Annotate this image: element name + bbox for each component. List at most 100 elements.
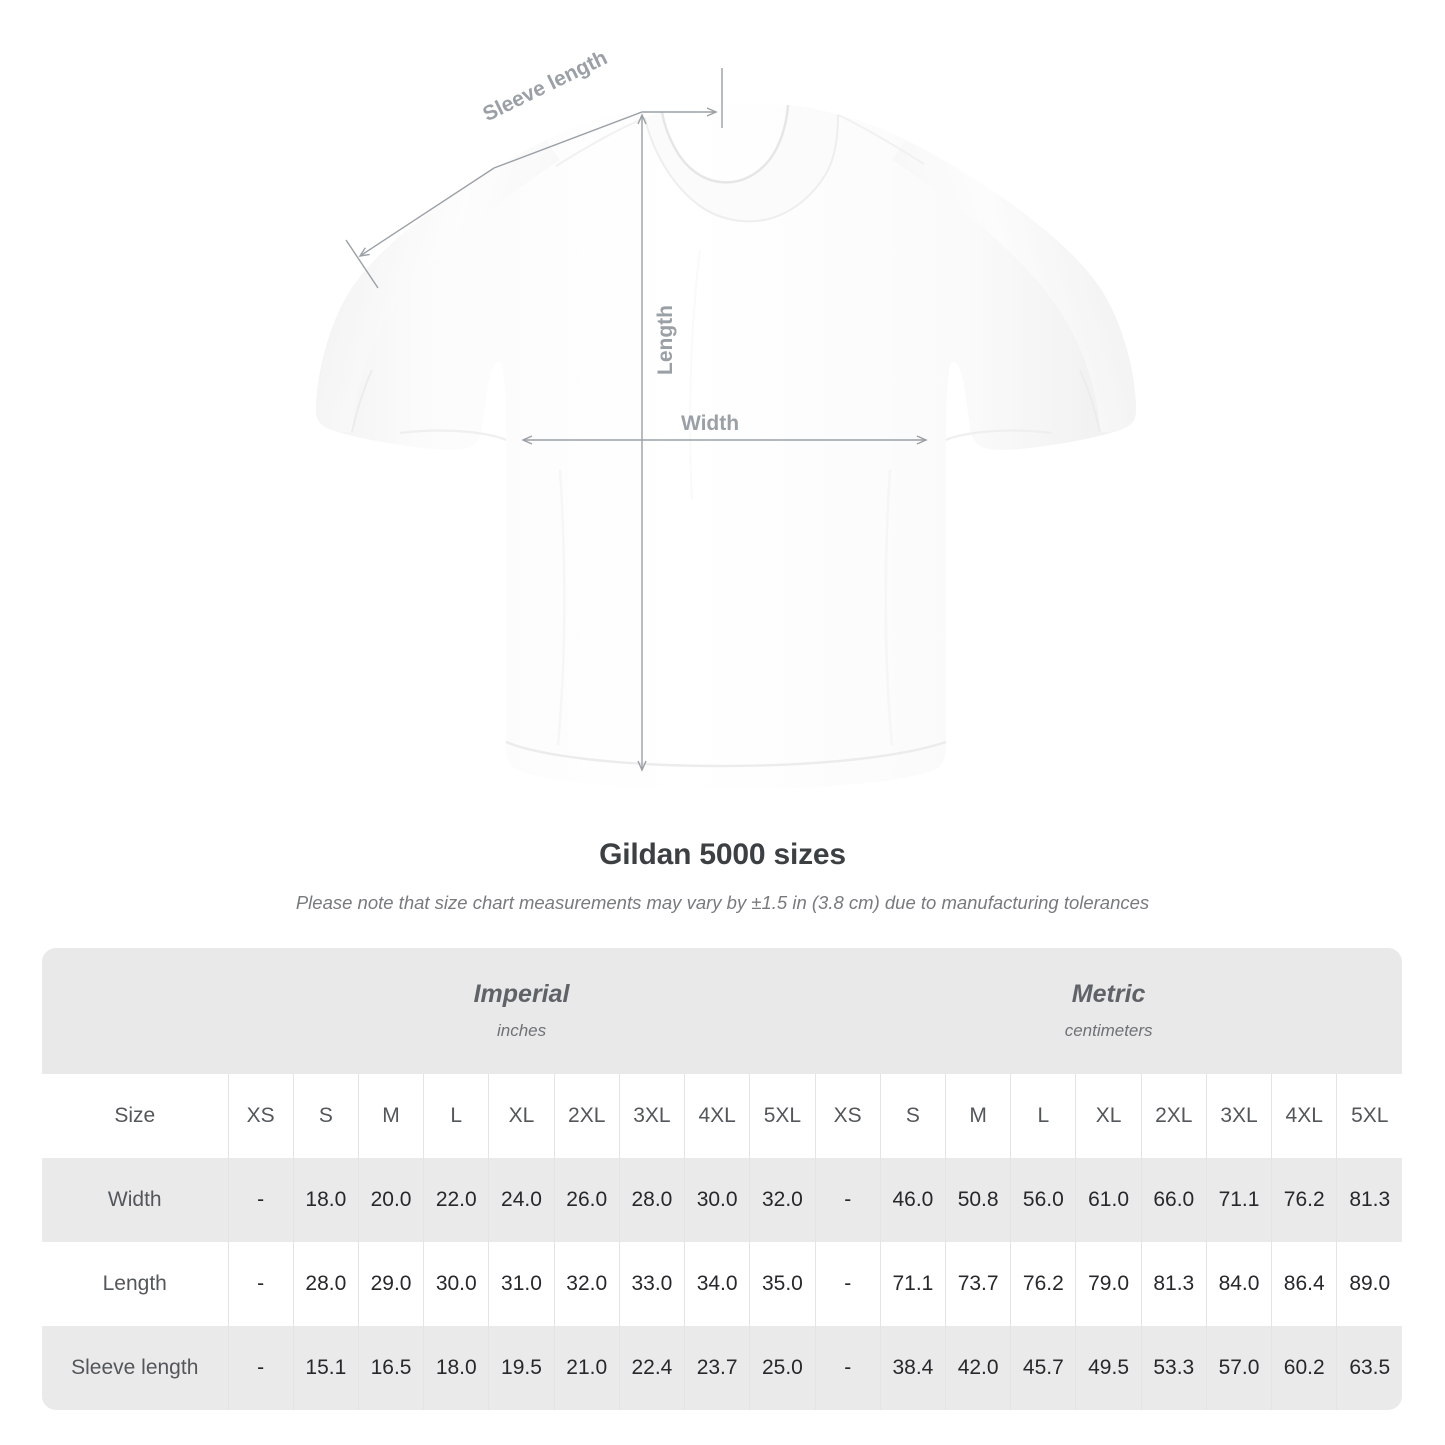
cell-width-imperial-4xl: 30.0 bbox=[684, 1158, 750, 1242]
page-title: Gildan 5000 sizes bbox=[599, 838, 846, 871]
cell-sleeve-length-metric-4xl: 60.2 bbox=[1271, 1326, 1337, 1410]
size-header-imperial-m: M bbox=[357, 1074, 424, 1158]
cell-width-imperial-2xl: 26.0 bbox=[553, 1158, 620, 1242]
size-chart-table: Imperial inches Metric centimeters Size XS S M L… bbox=[42, 948, 1403, 1410]
size-header-metric-xl: XL bbox=[1075, 1074, 1142, 1158]
cell-width-metric-xs: - bbox=[814, 1158, 881, 1242]
unit-group-imperial: Imperial inches bbox=[228, 948, 816, 1074]
size-header-row: Size XS S M L XL 2XL 3XL 4XL 5XL XS S M L XL 2XL 3XL 4XL 5… bbox=[42, 1074, 1403, 1158]
sleeve-length-measure bbox=[345, 68, 723, 289]
size-header-metric-4xl: 4XL bbox=[1271, 1074, 1337, 1158]
size-header-metric-2xl: 2XL bbox=[1140, 1074, 1207, 1158]
cell-length-imperial-2xl: 32.0 bbox=[553, 1242, 620, 1326]
cell-sleeve-length-imperial-2xl: 21.0 bbox=[553, 1326, 620, 1410]
cell-width-imperial-xl: 24.0 bbox=[488, 1158, 555, 1242]
cell-width-metric-m: 50.8 bbox=[945, 1158, 1011, 1242]
cell-width-metric-2xl: 66.0 bbox=[1140, 1158, 1207, 1242]
cell-sleeve-length-imperial-4xl: 23.7 bbox=[684, 1326, 750, 1410]
unit-group-imperial-sub: inches bbox=[496, 1020, 547, 1040]
cell-length-metric-3xl: 84.0 bbox=[1205, 1242, 1272, 1326]
cell-width-imperial-m: 20.0 bbox=[357, 1158, 424, 1242]
cell-width-metric-l: 56.0 bbox=[1010, 1158, 1076, 1242]
cell-length-metric-4xl: 86.4 bbox=[1271, 1242, 1337, 1326]
cell-sleeve-length-imperial-s: 15.1 bbox=[292, 1326, 359, 1410]
cell-width-imperial-l: 22.0 bbox=[423, 1158, 489, 1242]
cell-sleeve-length-metric-m: 42.0 bbox=[945, 1326, 1011, 1410]
cell-length-imperial-l: 30.0 bbox=[423, 1242, 489, 1326]
cell-sleeve-length-metric-xl: 49.5 bbox=[1075, 1326, 1142, 1410]
cell-length-imperial-3xl: 33.0 bbox=[618, 1242, 685, 1326]
sleeve-length-label: Sleeve length bbox=[479, 46, 611, 126]
row-label-sleeve-length: Sleeve length bbox=[42, 1326, 228, 1410]
tshirt-shape bbox=[316, 103, 1136, 790]
tshirt-diagram: Sleeve length Length Width bbox=[316, 46, 1136, 790]
cell-sleeve-length-metric-3xl: 57.0 bbox=[1205, 1326, 1272, 1410]
unit-banner-row: Imperial inches Metric centimeters bbox=[42, 948, 1403, 1074]
size-header-metric-l: L bbox=[1010, 1074, 1076, 1158]
cell-length-metric-l: 76.2 bbox=[1010, 1242, 1076, 1326]
unit-group-metric-sub: centimeters bbox=[1064, 1020, 1153, 1040]
cell-width-metric-xl: 61.0 bbox=[1075, 1158, 1142, 1242]
table-row: Sleeve length -15.1 16.5 18.0 19.5 21.0 22.4 23… bbox=[42, 1326, 1403, 1410]
length-label: Length bbox=[654, 305, 677, 375]
size-header-imperial-2xl: 2XL bbox=[553, 1074, 620, 1158]
cell-width-metric-5xl: 81.3 bbox=[1336, 1158, 1403, 1242]
size-header-metric-xs: XS bbox=[814, 1074, 881, 1158]
cell-length-metric-xl: 79.0 bbox=[1075, 1242, 1142, 1326]
size-header-imperial-3xl: 3XL bbox=[618, 1074, 685, 1158]
width-label: Width bbox=[681, 412, 739, 435]
unit-group-imperial-name: Imperial bbox=[473, 980, 570, 1009]
unit-group-metric: Metric centimeters bbox=[815, 948, 1403, 1074]
cell-width-metric-4xl: 76.2 bbox=[1271, 1158, 1337, 1242]
cell-sleeve-length-imperial-xl: 19.5 bbox=[488, 1326, 555, 1410]
row-label-length: Length bbox=[42, 1242, 228, 1326]
cell-sleeve-length-imperial-3xl: 22.4 bbox=[618, 1326, 685, 1410]
cell-length-metric-s: 71.1 bbox=[879, 1242, 946, 1326]
cell-width-imperial-s: 18.0 bbox=[292, 1158, 359, 1242]
cell-width-imperial-xs: - bbox=[227, 1158, 294, 1242]
cell-sleeve-length-imperial-5xl: 25.0 bbox=[749, 1326, 816, 1410]
cell-width-imperial-5xl: 32.0 bbox=[749, 1158, 816, 1242]
cell-sleeve-length-imperial-l: 18.0 bbox=[423, 1326, 489, 1410]
cell-length-metric-m: 73.7 bbox=[945, 1242, 1011, 1326]
size-header-metric-s: S bbox=[879, 1074, 946, 1158]
cell-sleeve-length-metric-2xl: 53.3 bbox=[1140, 1326, 1207, 1410]
cell-length-metric-2xl: 81.3 bbox=[1140, 1242, 1207, 1326]
cell-length-metric-5xl: 89.0 bbox=[1336, 1242, 1403, 1326]
cell-sleeve-length-metric-l: 45.7 bbox=[1010, 1326, 1076, 1410]
cell-width-metric-3xl: 71.1 bbox=[1205, 1158, 1272, 1242]
chart-heading-block: Gildan 5000 sizes Please note that size … bbox=[0, 838, 1445, 914]
size-chart-table-wrap: Imperial inches Metric centimeters Size XS S M L… bbox=[42, 948, 1403, 1410]
unit-banner-spacer bbox=[42, 948, 228, 1074]
cell-length-imperial-4xl: 34.0 bbox=[684, 1242, 750, 1326]
size-header-imperial-xs: XS bbox=[227, 1074, 294, 1158]
table-row: Length -28.0 29.0 30.0 31.0 32.0 33.0 34.0 35.0-… bbox=[42, 1242, 1403, 1326]
cell-length-imperial-m: 29.0 bbox=[357, 1242, 424, 1326]
size-header-imperial-s: S bbox=[292, 1074, 359, 1158]
table-row: Width -18.0 20.0 22.0 24.0 26.0 28.0 30.0 32.0-4… bbox=[42, 1158, 1403, 1242]
cell-length-imperial-xs: - bbox=[227, 1242, 294, 1326]
cell-sleeve-length-metric-xs: - bbox=[814, 1326, 881, 1410]
cell-length-imperial-5xl: 35.0 bbox=[749, 1242, 816, 1326]
size-header-label: Size bbox=[42, 1074, 228, 1158]
size-header-imperial-5xl: 5XL bbox=[749, 1074, 816, 1158]
unit-group-metric-name: Metric bbox=[1071, 980, 1146, 1009]
size-header-imperial-l: L bbox=[423, 1074, 489, 1158]
tshirt-illustration: Sleeve length Length Width bbox=[316, 46, 1136, 790]
cell-length-imperial-xl: 31.0 bbox=[488, 1242, 555, 1326]
size-header-imperial-4xl: 4XL bbox=[684, 1074, 750, 1158]
cell-length-metric-xs: - bbox=[814, 1242, 881, 1326]
cell-sleeve-length-imperial-xs: - bbox=[227, 1326, 294, 1410]
size-header-metric-5xl: 5XL bbox=[1336, 1074, 1403, 1158]
cell-length-imperial-s: 28.0 bbox=[292, 1242, 359, 1326]
cell-sleeve-length-metric-5xl: 63.5 bbox=[1336, 1326, 1403, 1410]
tolerance-note: Please note that size chart measurements… bbox=[295, 892, 1150, 913]
size-header-metric-3xl: 3XL bbox=[1205, 1074, 1272, 1158]
size-header-metric-m: M bbox=[945, 1074, 1011, 1158]
cell-sleeve-length-imperial-m: 16.5 bbox=[357, 1326, 424, 1410]
cell-width-imperial-3xl: 28.0 bbox=[618, 1158, 685, 1242]
cell-sleeve-length-metric-s: 38.4 bbox=[879, 1326, 946, 1410]
size-header-imperial-xl: XL bbox=[488, 1074, 555, 1158]
row-label-width: Width bbox=[42, 1158, 228, 1242]
cell-width-metric-s: 46.0 bbox=[879, 1158, 946, 1242]
